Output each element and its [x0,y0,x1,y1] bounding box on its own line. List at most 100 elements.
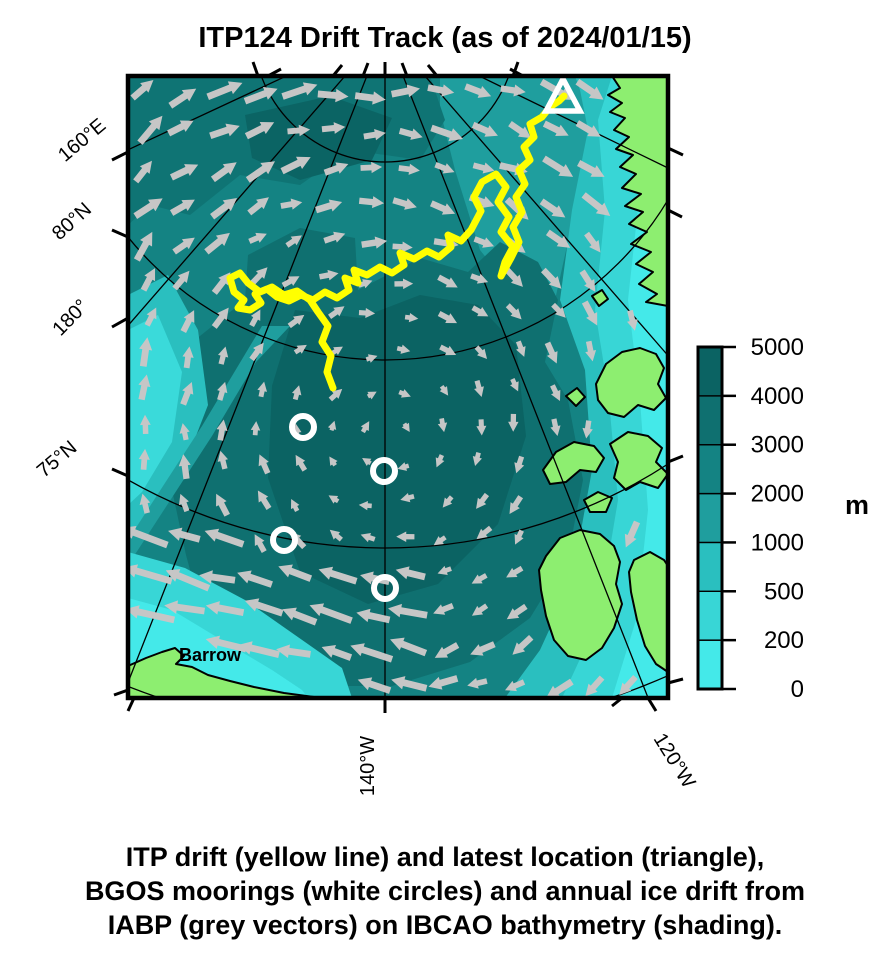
ice-drift-vector [249,342,264,362]
ice-drift-vector [291,385,302,401]
lon-label-140w: 140°W [357,736,379,796]
ice-drift-vector [278,564,313,582]
ice-drift-vector [128,605,176,624]
graticule-tick [111,467,129,478]
ice-drift-vector [179,423,190,441]
ice-drift-vector [512,634,534,655]
ice-drift-vector [285,235,302,248]
lat-label-75n: 75°N [33,437,81,483]
ice-drift-vector [357,677,392,694]
colorbar-segment [697,590,723,641]
ice-drift-vector [328,388,343,402]
ice-drift-vector [400,492,415,503]
ice-drift-vector [427,84,455,97]
ice-drift-vector [139,414,151,435]
colorbar-unit-label: m [845,490,869,520]
ice-drift-vector [281,276,300,288]
ice-drift-vector [318,269,339,281]
colorbar-segment [697,541,723,592]
ice-drift-vector [280,198,303,210]
ice-drift-vector [390,84,420,98]
ice-drift-vector [258,454,271,475]
ice-drift-vector [280,156,311,175]
ice-drift-vector [128,526,169,549]
ice-drift-vector [439,384,449,396]
graticule-tick [126,697,136,712]
land-polygon [538,529,623,661]
ice-drift-vector [575,120,601,137]
land-polygon [542,441,605,485]
ice-drift-vector [257,490,272,510]
bathymetry-region [128,326,290,556]
ice-vectors-layer [128,78,641,698]
ice-drift-vector [627,309,638,331]
caption-line-3: IABP (grey vectors) on IBCAO bathymetry … [107,910,783,940]
ice-drift-vector [437,418,448,433]
ice-drift-vector [434,162,455,174]
ice-drift-vector [140,268,156,292]
ice-drift-vector [138,448,150,470]
ice-drift-vector [292,423,302,438]
ice-drift-vector [329,456,338,467]
ice-drift-vector [218,346,229,365]
ice-drift-vector [429,200,456,215]
ice-drift-vector [210,198,238,220]
ice-drift-vector [276,644,311,658]
ice-drift-vector [476,525,493,540]
graticule-tick [111,150,129,162]
ice-drift-vector [137,115,163,145]
ice-drift-vector [329,529,343,542]
graticule-tick [113,688,129,697]
ice-drift-vector [164,600,206,615]
ice-drift-vector [470,641,496,656]
ice-drift-vector [361,236,388,249]
colorbar-segment [697,395,723,446]
land-polygon [565,387,586,407]
ice-drift-vector [471,603,489,616]
ice-drift-vector [505,303,522,320]
meridian-line [402,76,649,698]
ice-drift-vector [575,78,604,100]
ice-drift-vector [249,309,261,328]
graticule-tick [667,208,683,219]
ice-drift-vector [544,341,558,364]
ice-drift-vector [180,310,195,333]
ice-drift-vector [321,644,353,661]
ice-drift-vector [130,79,154,101]
colorbar-segment [697,639,723,690]
ice-drift-vector [550,418,561,437]
ice-drift-vector [254,534,267,553]
ice-drift-vector [366,391,377,400]
graticule-tick [509,67,524,78]
ice-drift-vector [357,279,373,289]
ice-drift-vector [509,495,524,514]
ice-drift-vector [282,607,318,626]
ice-drift-vector [217,450,229,470]
land-polygon [128,647,327,698]
ice-drift-vector [404,312,419,323]
ice-drift-vector [624,520,641,548]
ice-drift-vector [318,566,358,585]
ice-drift-vector [216,493,230,517]
land-polygon [595,347,667,418]
lat-label-80n: 80°N [48,198,96,244]
bgos-mooring-circle [270,526,298,554]
ice-drift-vector [581,300,598,326]
ice-drift-vector [356,608,391,624]
ice-drift-vector [327,420,337,432]
ice-drift-vector [205,601,245,616]
ice-drift-vector [244,598,284,617]
ice-drift-vector [243,87,278,105]
ice-drift-vector [354,91,386,105]
ice-drift-vector [328,306,345,320]
graticule-tick [251,61,260,77]
ice-drift-vector [473,236,495,248]
ice-drift-vector [360,421,370,434]
meridian-line [128,76,368,685]
drift-track-layer [226,92,568,392]
ice-drift-vector [169,164,199,181]
ice-drift-vector [180,381,194,406]
